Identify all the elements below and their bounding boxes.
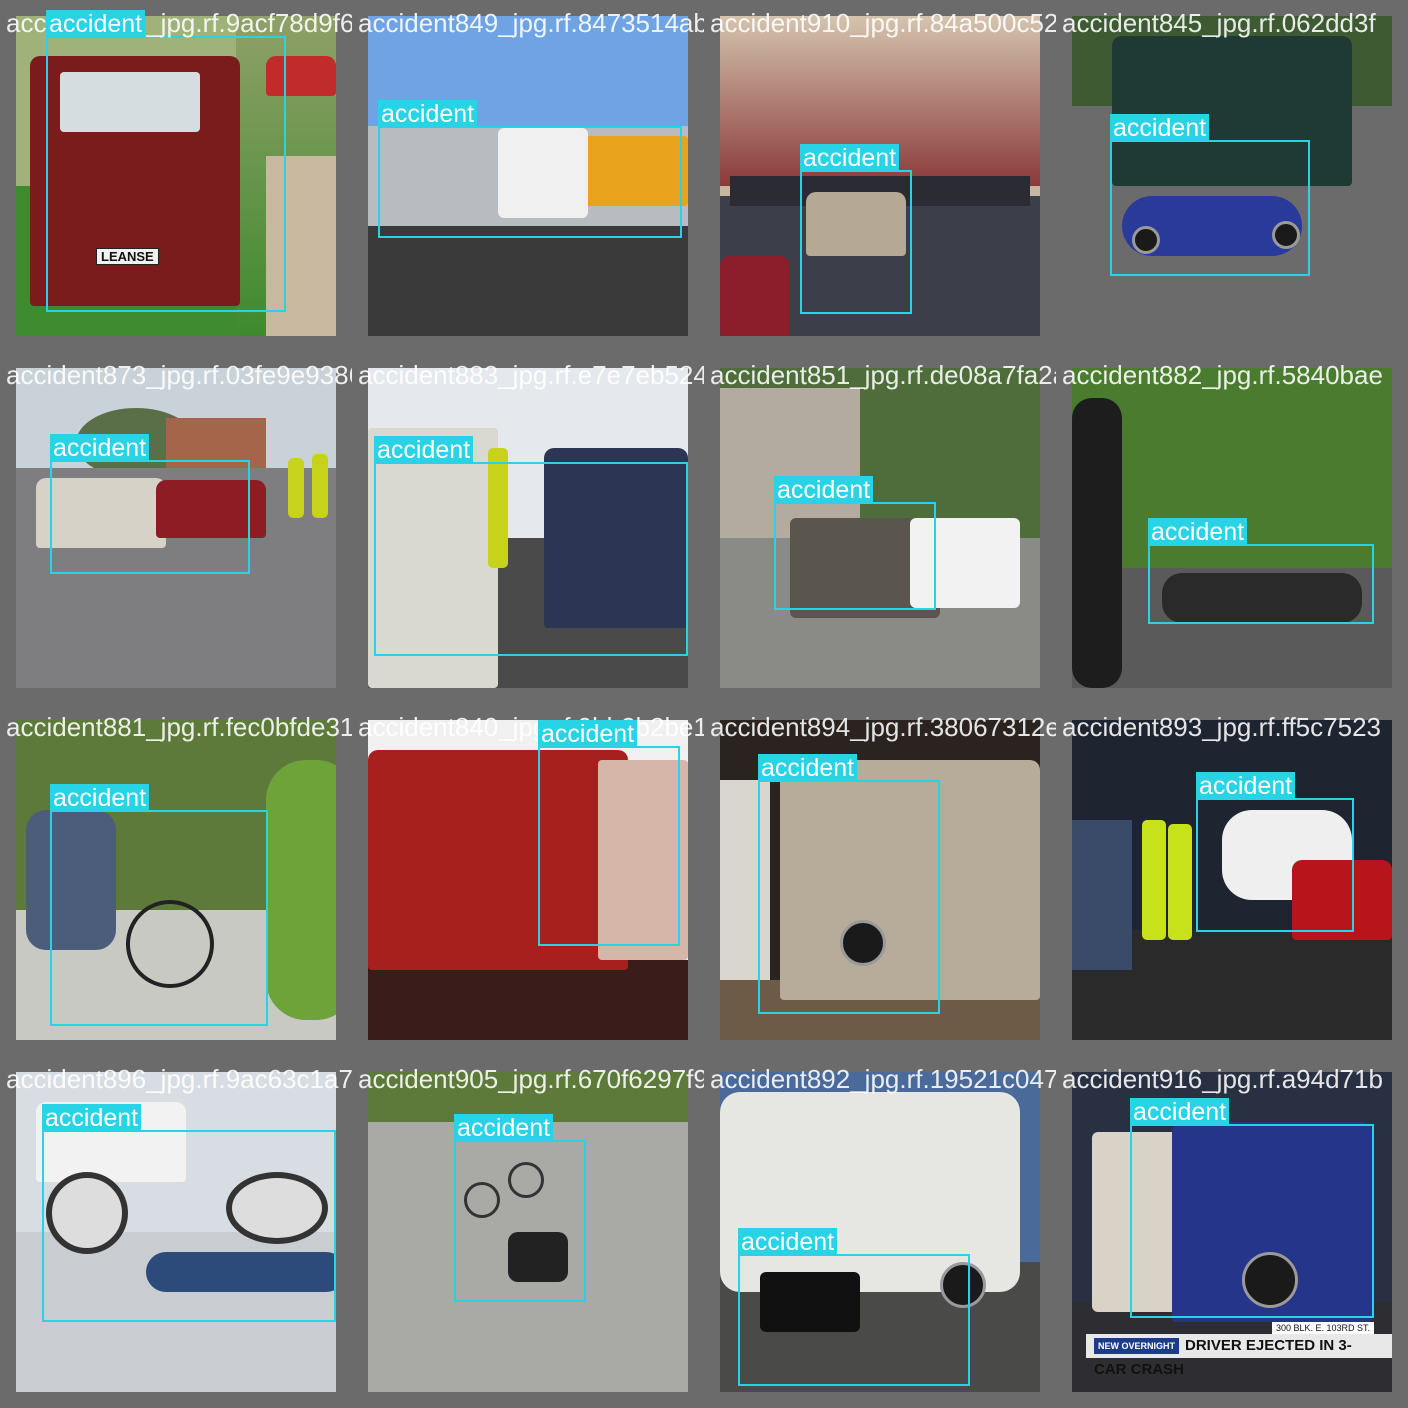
tile-photo xyxy=(368,720,688,1040)
image-filename: accident882_jpg.rf.5840bae xyxy=(1062,360,1383,390)
car-shape xyxy=(1112,36,1352,186)
image-filename: accident845_jpg.rf.062dd3f xyxy=(1062,8,1376,38)
class-label: accident xyxy=(50,434,150,462)
class-label: accident xyxy=(774,476,874,504)
class-label: accident xyxy=(378,100,478,128)
person-shape xyxy=(508,1232,568,1282)
image-filename: accident910_jpg.rf.84a500c5229e3580e9b92… xyxy=(710,8,1056,38)
class-label: accident xyxy=(1130,1098,1230,1126)
detection-box xyxy=(50,460,250,574)
car-shape xyxy=(806,192,906,256)
grid-tile-5: accident873_jpg.rf.03fe9e9386b4fd8057e5f… xyxy=(0,352,352,704)
detection-box xyxy=(378,126,682,238)
image-filename: accident873_jpg.rf.03fe9e9386b4fd8057e5f… xyxy=(6,360,352,390)
car-shape xyxy=(266,760,336,1020)
detection-box xyxy=(1196,798,1354,932)
grid-tile-7: accident851_jpg.rf.de08a7fa2a9b5b9b26ee6… xyxy=(704,352,1056,704)
car-shape xyxy=(578,136,688,206)
class-label: accident xyxy=(46,10,146,38)
class-label: accident xyxy=(800,144,900,172)
class-label: accident xyxy=(50,784,150,812)
bicycle-shape xyxy=(464,1182,500,1218)
tile-photo xyxy=(368,368,688,688)
news-banner: NEW OVERNIGHT DRIVER EJECTED IN 3-CAR CRA… xyxy=(1086,1334,1392,1378)
detection-box xyxy=(1148,544,1374,624)
grid-tile-3: accident910_jpg.rf.84a500c5229e3580e9b92… xyxy=(704,0,1056,352)
class-label: accident xyxy=(454,1114,554,1142)
class-label: accident xyxy=(374,436,474,464)
detection-box xyxy=(454,1140,586,1302)
grid-tile-16: 300 BLK. E. 103RD ST. NEW OVERNIGHT DRIVE… xyxy=(1056,1056,1408,1408)
detection-box xyxy=(42,1130,336,1322)
car-shape xyxy=(368,750,628,970)
grid-tile-13: accident896_jpg.rf.9ac63c1a70de6f9054 ac… xyxy=(0,1056,352,1408)
grid-tile-9: accident881_jpg.rf.fec0bfde319c5b1ed2d49… xyxy=(0,704,352,1056)
class-label: accident xyxy=(758,754,858,782)
class-label: accident xyxy=(538,720,638,748)
license-plate: LEANSE xyxy=(96,248,159,265)
car-shape xyxy=(720,1092,1020,1292)
tile-photo xyxy=(720,1072,1040,1392)
detection-box xyxy=(50,810,268,1026)
tile-photo xyxy=(368,16,688,336)
tile-photo: LEANSE xyxy=(16,16,336,336)
class-label: accident xyxy=(1148,518,1248,546)
class-label: accident xyxy=(1196,772,1296,800)
grid-tile-8: accident882_jpg.rf.5840bae accident xyxy=(1056,352,1408,704)
tile-photo xyxy=(1072,720,1392,1040)
detection-box xyxy=(1130,1124,1374,1318)
car-shape xyxy=(1162,573,1362,623)
car-shape xyxy=(780,760,1040,1000)
grid-tile-1: LEANSE accident877_jpg.rf.9acf78d9f6421c… xyxy=(0,0,352,352)
car-shape xyxy=(544,448,688,628)
image-filename: accident905_jpg.rf.670f6297f9f0ef9b13 xyxy=(358,1064,704,1094)
grid-tile-10: accident840_jpg.rf.9bb3b2be1a2e83f8e27b … xyxy=(352,704,704,1056)
detection-box xyxy=(774,502,936,610)
grid-tile-14: accident905_jpg.rf.670f6297f9f0ef9b13 ac… xyxy=(352,1056,704,1408)
image-filename: accident840_jpg.rf.9bb3b2be1a2e83f8e27b xyxy=(358,712,704,742)
detection-box xyxy=(374,462,688,656)
tile-photo xyxy=(720,16,1040,336)
image-filename: accident916_jpg.rf.a94d71b xyxy=(1062,1064,1383,1094)
tile-photo xyxy=(16,368,336,688)
image-filename: accident894_jpg.rf.38067312e63e3f09c xyxy=(710,712,1056,742)
image-filename: accident849_jpg.rf.8473514ab600ab9f7289b… xyxy=(358,8,704,38)
news-banner-tag: NEW OVERNIGHT xyxy=(1094,1338,1180,1355)
image-filename: accident881_jpg.rf.fec0bfde319c5b1ed2d49 xyxy=(6,712,352,742)
tile-photo xyxy=(720,368,1040,688)
news-banner-text: DRIVER EJECTED IN 3-CAR CRASH xyxy=(1094,1337,1352,1378)
image-filename: accident851_jpg.rf.de08a7fa2a9b5b9b26ee6… xyxy=(710,360,1056,390)
detection-box xyxy=(1110,140,1310,276)
detection-box xyxy=(538,746,680,946)
detection-box xyxy=(738,1254,970,1386)
grid-tile-11: accident894_jpg.rf.38067312e63e3f09c acc… xyxy=(704,704,1056,1056)
detection-box xyxy=(800,170,912,314)
tile-photo xyxy=(1072,16,1392,336)
grid-tile-15: accident892_jpg.rf.19521c047a1df3f6af37 … xyxy=(704,1056,1056,1408)
detection-box xyxy=(46,36,286,312)
class-label: accident xyxy=(738,1228,838,1256)
class-label: accident xyxy=(42,1104,142,1132)
grid-tile-12: accident893_jpg.rf.ff5c7523 accident xyxy=(1056,704,1408,1056)
grid-tile-2: accident849_jpg.rf.8473514ab600ab9f7289b… xyxy=(352,0,704,352)
grid-tile-4: accident845_jpg.rf.062dd3f accident xyxy=(1056,0,1408,352)
image-filename: accident893_jpg.rf.ff5c7523 xyxy=(1062,712,1381,742)
class-label: accident xyxy=(1110,114,1210,142)
address-caption: 300 BLK. E. 103RD ST. xyxy=(1272,1322,1375,1334)
image-filename: accident883_jpg.rf.e7e7eb5247a4dec5b52ef… xyxy=(358,360,704,390)
image-filename: accident896_jpg.rf.9ac63c1a70de6f9054 xyxy=(6,1064,352,1094)
detection-box xyxy=(758,780,940,1014)
grid-tile-6: accident883_jpg.rf.e7e7eb5247a4dec5b52ef… xyxy=(352,352,704,704)
tile-photo xyxy=(16,720,336,1040)
car-shape xyxy=(36,478,166,548)
image-filename: accident892_jpg.rf.19521c047a1df3f6af37 xyxy=(710,1064,1056,1094)
